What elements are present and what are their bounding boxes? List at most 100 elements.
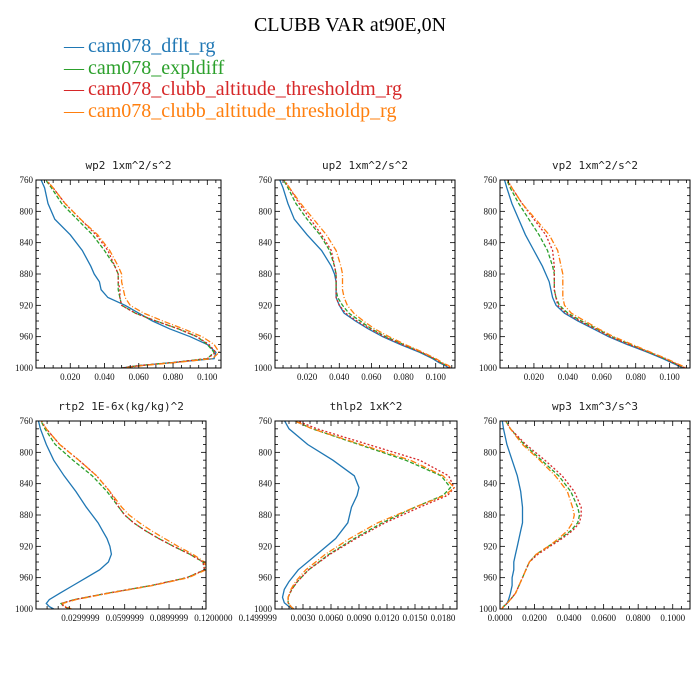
x-tick-label: 0.040 <box>94 372 115 382</box>
x-tick-label: 0.060 <box>129 372 150 382</box>
y-tick-label: 920 <box>259 300 273 310</box>
series-line <box>279 180 449 368</box>
x-tick-label: 0.0000 <box>488 613 513 623</box>
x-tick-label: 0.060 <box>592 372 613 382</box>
series-line <box>501 421 524 609</box>
series-line <box>283 180 451 368</box>
legend-item: — cam078_clubb_altitude_thresholdp_rg <box>64 99 402 123</box>
y-tick-label: 880 <box>20 510 34 520</box>
panel-title: up2 1xm^2/s^2 <box>322 159 408 172</box>
x-tick-label: 0.0899999 <box>150 613 189 623</box>
legend: — cam078_dflt_rg — cam078_expldiff — cam078… <box>64 35 403 123</box>
series-line <box>37 421 113 609</box>
legend-item: — cam078_expldiff <box>64 57 402 80</box>
y-tick-label: 960 <box>484 332 498 342</box>
y-tick-label: 960 <box>20 332 34 342</box>
legend-swatch: — <box>64 78 84 100</box>
y-tick-label: 960 <box>484 573 498 583</box>
legend-swatch: — <box>64 35 84 57</box>
y-tick-label: 800 <box>484 206 498 216</box>
y-tick-label: 1000 <box>15 604 34 614</box>
series-line <box>506 180 686 368</box>
series-line <box>501 421 582 609</box>
x-tick-label: 0.100 <box>660 372 681 382</box>
chart-panel: up2 1xm^2/s^2 760 800 840 880 920 960 1000 0.020… <box>254 159 456 382</box>
y-tick-label: 800 <box>484 447 498 457</box>
x-tick-label: 0.0599999 <box>106 613 145 623</box>
series-line <box>45 180 221 368</box>
y-tick-label: 760 <box>484 416 498 426</box>
chart-panel: wp3 1xm^3/s^3 760 800 840 880 920 960 10000.000… <box>479 400 691 623</box>
y-tick-label: 920 <box>484 300 498 310</box>
panel-title: vp2 1xm^2/s^2 <box>552 159 638 172</box>
x-tick-label: 0.0180 <box>431 613 456 623</box>
y-tick-label: 920 <box>484 541 498 551</box>
y-tick-label: 840 <box>259 479 273 489</box>
x-tick-label: 0.0150 <box>403 613 428 623</box>
y-tick-label: 1000 <box>479 604 498 614</box>
x-tick-label: 0.0200 <box>522 613 547 623</box>
x-tick-label: 0.0400 <box>557 613 582 623</box>
y-tick-label: 920 <box>259 541 273 551</box>
plot-frame <box>274 420 458 610</box>
series-line <box>501 421 581 609</box>
x-tick-label: 0.0600 <box>591 613 616 623</box>
series-line <box>287 421 455 609</box>
plot-frame <box>499 179 691 369</box>
x-tick-label: 0.0030 <box>291 613 316 623</box>
x-tick-label: 0.020 <box>524 372 545 382</box>
series-line <box>287 421 456 609</box>
y-tick-label: 1000 <box>479 363 498 373</box>
series-line <box>40 421 206 609</box>
y-tick-label: 840 <box>484 479 498 489</box>
series-line <box>45 180 217 368</box>
panel-title: wp3 1xm^3/s^3 <box>552 400 638 413</box>
chart-panel: vp2 1xm^2/s^2 760 800 840 880 920 960 1000 0.020… <box>479 159 691 382</box>
legend-swatch: — <box>64 99 84 122</box>
series-line <box>506 180 686 368</box>
x-tick-label: 0.080 <box>626 372 647 382</box>
y-tick-label: 880 <box>484 510 498 520</box>
x-tick-label: 0.100 <box>426 372 447 382</box>
x-tick-label: 0.040 <box>558 372 579 382</box>
legend-item: — cam078_dflt_rg <box>64 35 402 58</box>
x-tick-label: 0.0299999 <box>61 613 100 623</box>
series-line <box>40 421 206 609</box>
y-tick-label: 760 <box>259 175 273 185</box>
series-line <box>503 180 684 368</box>
x-tick-label: 0.100 <box>197 372 218 382</box>
series-line <box>44 180 216 368</box>
series-line <box>40 421 206 609</box>
x-tick-label: 0.1200000 <box>194 613 233 623</box>
y-tick-label: 800 <box>259 206 273 216</box>
panel-title: wp2 1xm^2/s^2 <box>85 159 171 172</box>
x-tick-label: 0.1499999 <box>239 613 278 623</box>
y-tick-label: 840 <box>20 238 34 248</box>
x-tick-label: 0.080 <box>163 372 184 382</box>
x-tick-label: 0.0800 <box>626 613 651 623</box>
y-tick-label: 800 <box>20 447 34 457</box>
y-tick-label: 760 <box>20 416 34 426</box>
y-tick-label: 840 <box>20 479 34 489</box>
legend-label: cam078_dflt_rg <box>88 35 216 57</box>
chart-panel: wp2 1xm^2/s^2 760 800 840 880 920 960 1000 0.020… <box>15 159 222 382</box>
x-tick-label: 0.080 <box>393 372 414 382</box>
x-tick-label: 0.020 <box>297 372 318 382</box>
y-tick-label: 760 <box>484 175 498 185</box>
y-tick-label: 920 <box>20 541 34 551</box>
series-line <box>501 421 575 609</box>
y-tick-label: 1000 <box>15 363 34 373</box>
y-tick-label: 840 <box>484 238 498 248</box>
y-tick-label: 920 <box>20 300 34 310</box>
y-tick-label: 840 <box>259 238 273 248</box>
x-tick-label: 0.0120 <box>375 613 400 623</box>
series-line <box>506 180 687 368</box>
panel-title: rtp2 1E-6x(kg/kg)^2 <box>58 400 184 413</box>
plot-frame <box>274 179 456 369</box>
x-tick-label: 0.1000 <box>660 613 685 623</box>
series-line <box>283 180 453 368</box>
y-tick-label: 1000 <box>254 363 273 373</box>
legend-label: cam078_clubb_altitude_thresholdm_rg <box>88 78 403 100</box>
